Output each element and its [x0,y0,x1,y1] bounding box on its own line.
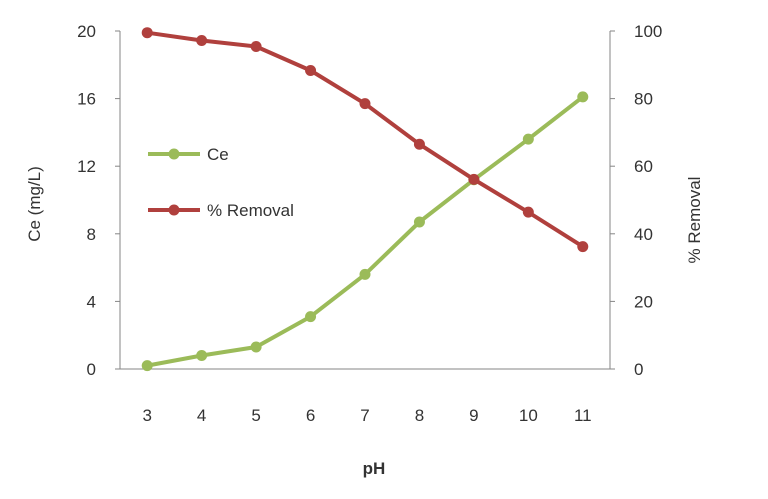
data-point-ce [359,268,371,280]
data-point-removal [359,98,371,110]
y-axis-left-title: Ce (mg/L) [25,166,44,242]
legend-label-ce: Ce [207,145,229,164]
data-point-ce [577,91,589,103]
y-right-tick-label: 60 [634,157,653,176]
legend-label-removal: % Removal [207,201,294,220]
y-left-tick-label: 20 [77,22,96,41]
data-point-removal [522,206,534,218]
legend: Ce % Removal [148,145,294,220]
y-right-tick-label: 20 [634,292,653,311]
y-right-tick-label: 0 [634,360,643,379]
data-point-ce [413,216,425,228]
data-point-removal [468,173,480,185]
data-point-ce [141,360,153,372]
x-axis-title: pH [363,459,386,478]
data-point-ce [250,341,262,353]
data-point-removal [305,65,317,77]
x-tick-label: 9 [469,406,478,425]
data-point-removal [577,241,589,253]
data-point-ce [522,133,534,145]
y-left-tick-label: 8 [87,225,96,244]
data-point-removal [250,41,262,53]
y-right-tick-label: 80 [634,90,653,109]
y-left-tick-label: 16 [77,90,96,109]
x-tick-label: 4 [197,406,206,425]
x-tick-label: 7 [360,406,369,425]
y-left-tick-label: 4 [87,292,96,311]
y-axis-right-title: % Removal [685,177,704,264]
x-tick-label: 5 [251,406,260,425]
data-point-removal [413,138,425,150]
x-tick-label: 6 [306,406,315,425]
data-point-ce [305,311,317,323]
series-layer [141,27,589,372]
x-tick-label: 8 [415,406,424,425]
axes: 0 4 8 12 16 20 0 20 40 60 80 100 3 4 5 6 7 8 9 10 11 [77,22,662,425]
data-point-removal [141,27,153,39]
y-right-tick-label: 40 [634,225,653,244]
y-right-tick-label: 100 [634,22,662,41]
data-point-ce [196,349,208,361]
y-left-tick-label: 12 [77,157,96,176]
legend-marker-ce [168,148,180,160]
x-tick-label: 3 [142,406,151,425]
data-point-removal [196,34,208,46]
legend-marker-removal [168,204,180,216]
series-line-ce [146,95,585,368]
x-tick-label: 10 [519,406,538,425]
x-tick-label: 11 [574,406,592,425]
y-left-tick-label: 0 [87,360,96,379]
